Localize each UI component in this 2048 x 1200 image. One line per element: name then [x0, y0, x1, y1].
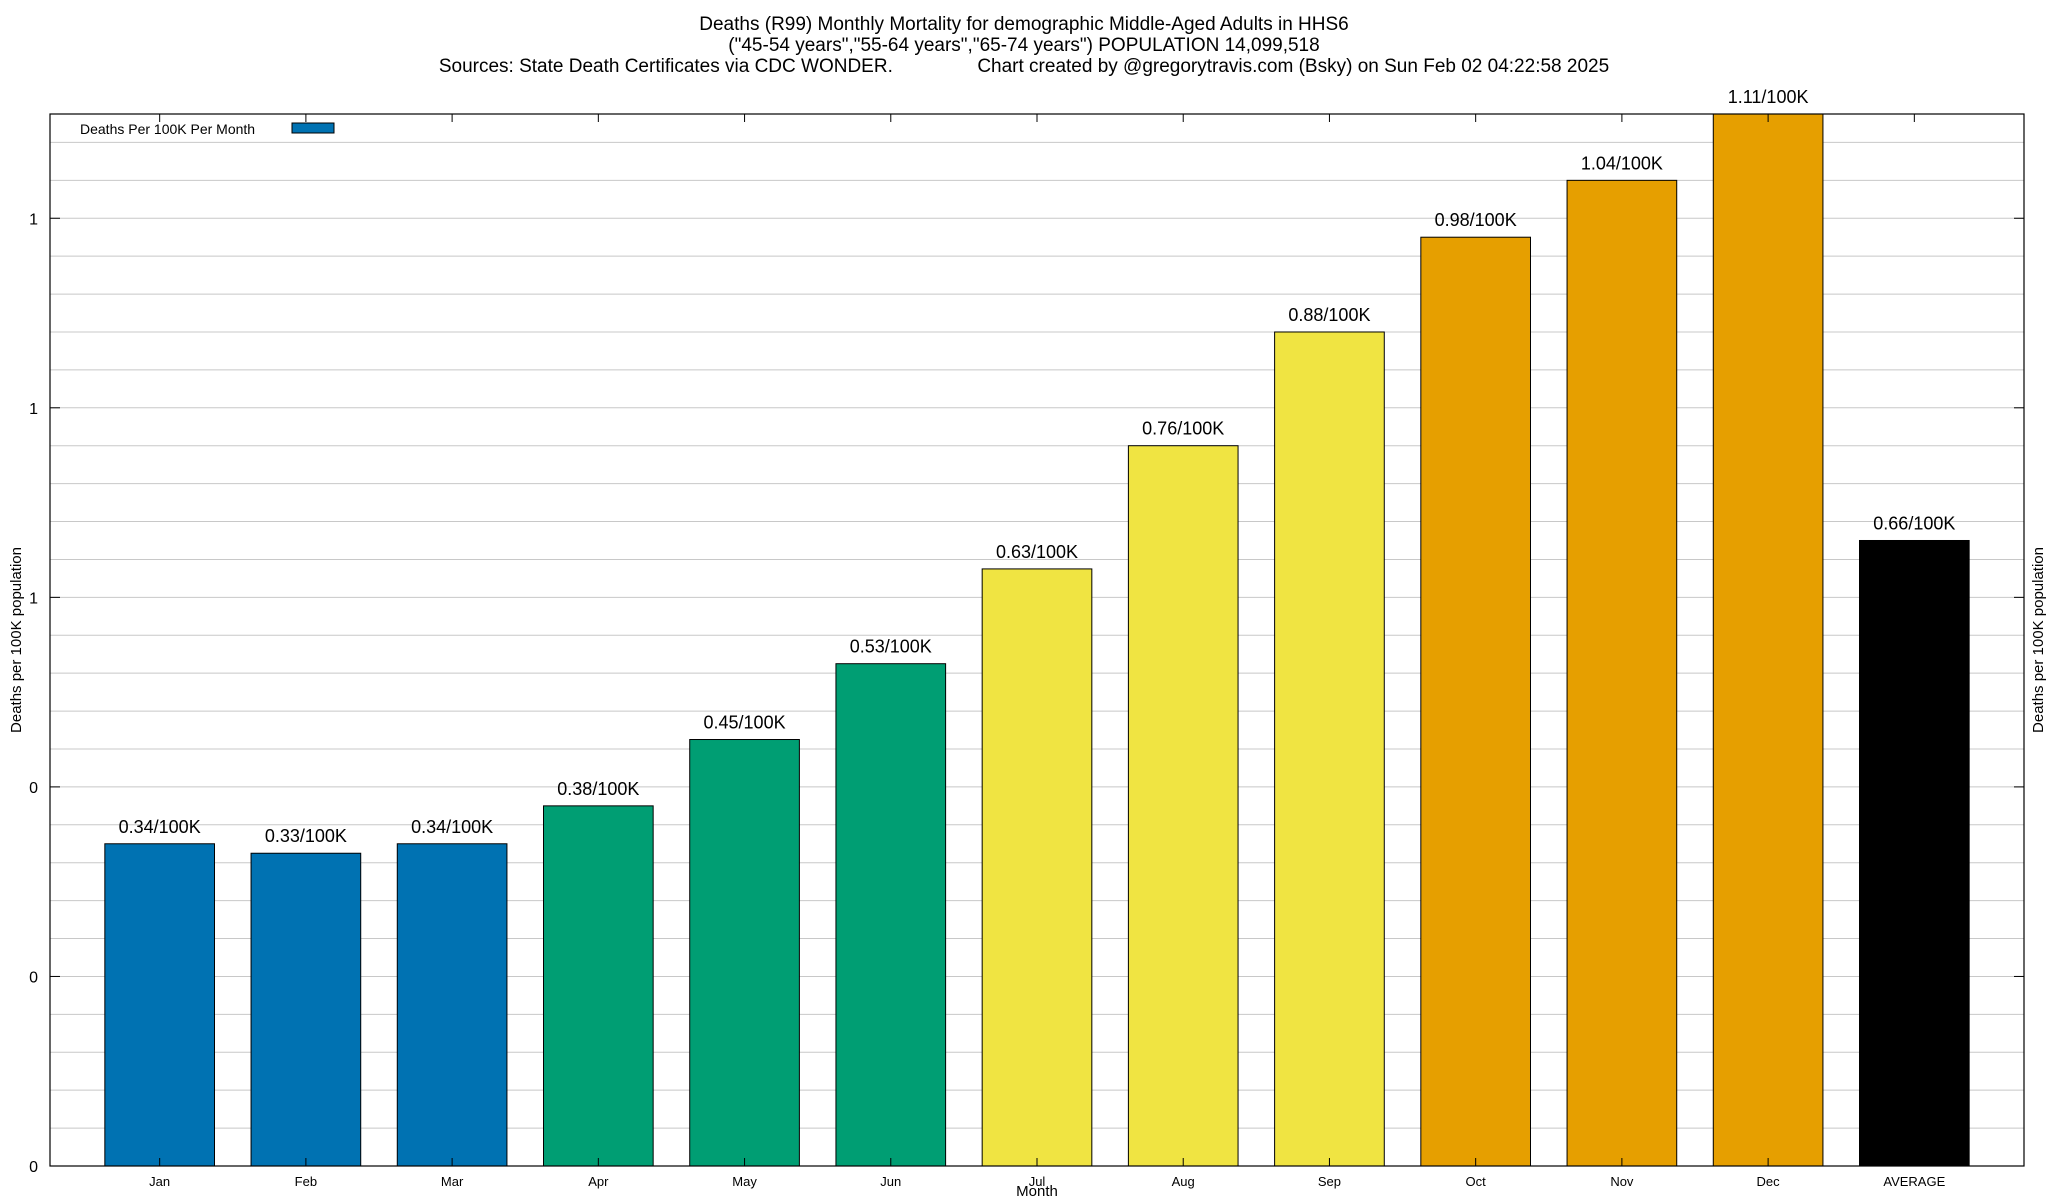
bar-may	[689, 739, 800, 1167]
y-axis-title: Deaths per 100K population	[8, 547, 25, 733]
bar-dec	[1712, 113, 1824, 1167]
legend: Deaths Per 100K Per Month	[80, 121, 335, 137]
data-label-jun: 0.53/100K	[850, 637, 932, 657]
y-tick-label: 0	[29, 1159, 38, 1176]
data-label-oct: 0.98/100K	[1435, 210, 1517, 230]
bar-feb	[250, 852, 362, 1167]
x-tick-label-oct: Oct	[1466, 1174, 1487, 1189]
bar-nov	[1566, 179, 1678, 1167]
data-label-may: 0.45/100K	[704, 713, 786, 733]
data-label-feb: 0.33/100K	[265, 826, 347, 846]
x-axis-categories: Jan Feb Mar Apr May Jun Jul Aug Sep Oct Nov Dec AVER…	[149, 114, 1946, 1189]
legend-swatch	[291, 122, 335, 134]
y-tick-label: 1	[29, 590, 38, 607]
y-tick-label: 0	[29, 969, 38, 986]
chart-title-line-1: Deaths (R99) Monthly Mortality for demog…	[699, 14, 1349, 35]
bar-jan	[104, 843, 215, 1167]
x-axis-title: Month	[1016, 1183, 1058, 1200]
bars	[104, 113, 1970, 1167]
bar-apr	[543, 805, 654, 1167]
data-label-average: 0.66/100K	[1873, 513, 1955, 533]
data-label-sep: 0.88/100K	[1288, 305, 1370, 325]
x-tick-label-mar: Mar	[441, 1174, 464, 1189]
data-label-jul: 0.63/100K	[996, 542, 1078, 562]
x-tick-label-jan: Jan	[149, 1174, 170, 1189]
x-tick-label-jul: Jul	[1029, 1174, 1046, 1189]
data-label-aug: 0.76/100K	[1142, 419, 1224, 439]
data-labels: 0.34/100K 0.33/100K 0.34/100K 0.38/100K 0.45…	[119, 87, 1956, 846]
x-tick-label-dec: Dec	[1757, 1174, 1781, 1189]
bar-jul	[981, 568, 1093, 1167]
x-tick-label-average: AVERAGE	[1883, 1174, 1945, 1189]
chart-title-line-3: Sources: State Death Certificates via CD…	[438, 56, 1610, 77]
legend-label: Deaths Per 100K Per Month	[80, 121, 255, 137]
bar-mar	[396, 843, 508, 1167]
data-label-nov: 1.04/100K	[1581, 153, 1663, 173]
x-tick-label-apr: Apr	[588, 1174, 609, 1189]
x-tick-label-may: May	[732, 1174, 757, 1189]
data-label-apr: 0.38/100K	[557, 779, 639, 799]
x-tick-label-feb: Feb	[295, 1174, 317, 1189]
data-label-mar: 0.34/100K	[411, 817, 493, 837]
x-tick-label-nov: Nov	[1610, 1174, 1634, 1189]
y-axis-ticks: 0 0 0 1 1 1	[29, 211, 2024, 1176]
bar-oct	[1420, 236, 1532, 1167]
y-tick-label: 1	[29, 211, 38, 228]
y2-axis-title: Deaths per 100K population	[2030, 547, 2047, 733]
x-tick-label-sep: Sep	[1318, 1174, 1341, 1189]
chart-title: Deaths (R99) Monthly Mortality for demog…	[0, 14, 2048, 77]
x-tick-label-jun: Jun	[880, 1174, 901, 1189]
bar-sep	[1274, 331, 1385, 1167]
bar-jun	[835, 663, 947, 1167]
y-tick-label: 1	[29, 401, 38, 418]
bar-average	[1859, 539, 1970, 1167]
y-tick-label: 0	[29, 780, 38, 797]
x-tick-label-aug: Aug	[1172, 1174, 1195, 1189]
bar-aug	[1127, 445, 1239, 1167]
data-label-dec: 1.11/100K	[1728, 87, 1809, 107]
chart-title-line-2: ("45-54 years","55-64 years","65-74 year…	[728, 35, 1320, 56]
data-label-jan: 0.34/100K	[119, 817, 201, 837]
